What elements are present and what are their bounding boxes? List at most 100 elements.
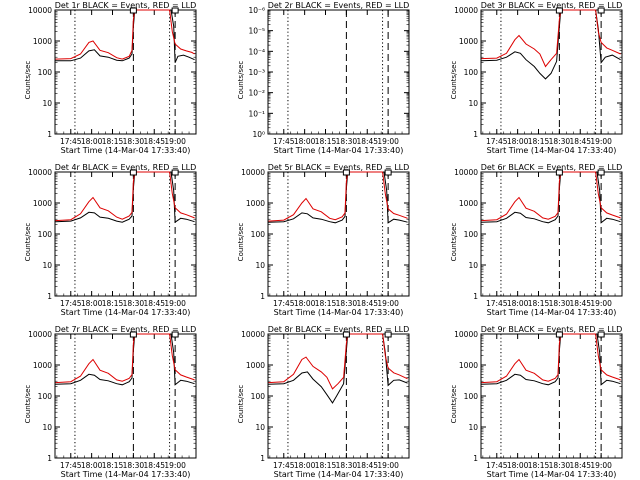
- panel-title: Det 4r BLACK = Events, RED = LLD: [55, 163, 197, 172]
- x-tick-label: 18:00: [294, 461, 316, 470]
- series-line-events: [481, 9, 621, 80]
- x-tick-label: 18:00: [81, 299, 103, 308]
- x-tick-label: 18:00: [507, 299, 529, 308]
- y-tick-label: 1000: [459, 199, 478, 208]
- y-tick-label: 10000: [454, 168, 478, 177]
- y-tick-label: 10000: [28, 330, 52, 339]
- saturation-marker: [342, 169, 350, 176]
- y-tick-label: 1000: [459, 361, 478, 370]
- y-tick-label: 10: [42, 99, 52, 108]
- x-tick-label: 17:45: [486, 137, 508, 146]
- saturation-marker: [129, 331, 137, 338]
- x-tick-label: 19:00: [164, 299, 186, 308]
- saturation-marker: [171, 169, 179, 176]
- x-axis-label: Start Time (14-Mar-04 17:33:40): [61, 146, 191, 155]
- x-tick-label: 17:45: [273, 137, 295, 146]
- y-tick-label: 10⁻²: [248, 89, 265, 98]
- x-tick-label: 18:45: [569, 461, 591, 470]
- x-tick-label: 18:45: [569, 137, 591, 146]
- x-tick-label: 18:15: [528, 461, 550, 470]
- x-axis-label: Start Time (14-Mar-04 17:33:40): [274, 308, 404, 317]
- x-axis-label: Start Time (14-Mar-04 17:33:40): [274, 146, 404, 155]
- y-tick-label: 10⁰: [252, 130, 265, 139]
- x-tick-label: 18:45: [356, 461, 378, 470]
- panel-title: Det 2r BLACK = Events, RED = LLD: [268, 1, 410, 10]
- saturation-marker: [129, 7, 137, 14]
- y-tick-label: 1000: [33, 199, 52, 208]
- panel-det-3: Det 3r BLACK = Events, RED = LLD 1 10 100 10…: [450, 1, 623, 155]
- x-tick-label: 18:15: [102, 299, 124, 308]
- saturation-marker: [597, 7, 605, 14]
- x-tick-label: 19:00: [164, 461, 186, 470]
- x-tick-label: 18:15: [315, 137, 337, 146]
- y-tick-label: 1000: [246, 361, 265, 370]
- y-tick-label: 1: [260, 454, 265, 463]
- y-tick-label: 10000: [454, 330, 478, 339]
- x-tick-label: 18:00: [294, 299, 316, 308]
- y-tick-label: 100: [251, 230, 266, 239]
- y-tick-label: 10⁻⁵: [248, 27, 265, 36]
- y-tick-label: 10: [255, 423, 265, 432]
- x-tick-label: 17:45: [486, 461, 508, 470]
- x-tick-label: 18:00: [507, 137, 529, 146]
- x-tick-label: 18:15: [528, 299, 550, 308]
- x-tick-label: 18:00: [81, 461, 103, 470]
- x-axis-label: Start Time (14-Mar-04 17:33:40): [487, 308, 617, 317]
- x-tick-label: 18:45: [143, 461, 165, 470]
- y-tick-label: 10: [255, 261, 265, 270]
- panel-title: Det 9r BLACK = Events, RED = LLD: [481, 325, 623, 334]
- x-tick-label: 17:45: [60, 299, 82, 308]
- x-tick-label: 17:45: [60, 461, 82, 470]
- x-tick-label: 19:00: [164, 137, 186, 146]
- saturation-marker: [171, 7, 179, 14]
- x-tick-label: 18:45: [569, 299, 591, 308]
- saturation-marker: [555, 331, 563, 338]
- x-tick-label: 17:45: [60, 137, 82, 146]
- x-tick-label: 17:45: [273, 299, 295, 308]
- y-tick-label: 10000: [28, 6, 52, 15]
- series-line-lld: [481, 9, 621, 68]
- x-tick-label: 18:30: [336, 461, 358, 470]
- series-group: [55, 9, 195, 63]
- saturation-marker: [597, 169, 605, 176]
- panel-det-7: Det 7r BLACK = Events, RED = LLD 1 10 100 10…: [24, 325, 197, 479]
- x-tick-label: 18:30: [123, 461, 145, 470]
- x-tick-label: 18:15: [102, 461, 124, 470]
- x-tick-label: 18:15: [315, 299, 337, 308]
- series-group: [55, 333, 195, 386]
- series-line-lld: [268, 171, 408, 222]
- x-tick-label: 19:00: [377, 299, 399, 308]
- panel-title: Det 8r BLACK = Events, RED = LLD: [268, 325, 410, 334]
- y-tick-label: 1: [47, 130, 52, 139]
- y-tick-label: 1: [260, 292, 265, 301]
- panel-det-6: Det 6r BLACK = Events, RED = LLD 1 10 100 10…: [450, 163, 623, 317]
- y-tick-label: 10⁻³: [248, 68, 265, 77]
- x-tick-label: 18:15: [528, 137, 550, 146]
- saturation-marker: [129, 169, 137, 176]
- y-axis-label: Counts/sec: [24, 385, 32, 424]
- y-axis-label: Counts/sec: [450, 223, 458, 262]
- y-tick-label: 1000: [246, 199, 265, 208]
- y-tick-label: 10000: [28, 168, 52, 177]
- series-line-events: [268, 171, 408, 224]
- saturation-marker: [384, 331, 392, 338]
- series-line-events: [55, 333, 195, 386]
- x-tick-label: 18:30: [549, 461, 571, 470]
- panel-title: Det 6r BLACK = Events, RED = LLD: [481, 163, 623, 172]
- saturation-marker: [384, 169, 392, 176]
- x-tick-label: 18:00: [294, 137, 316, 146]
- x-tick-label: 17:45: [273, 461, 295, 470]
- y-tick-label: 10000: [241, 330, 265, 339]
- x-tick-label: 19:00: [377, 461, 399, 470]
- x-tick-label: 18:45: [143, 299, 165, 308]
- y-tick-label: 1: [473, 130, 478, 139]
- x-tick-label: 19:00: [377, 137, 399, 146]
- panel-title: Det 7r BLACK = Events, RED = LLD: [55, 325, 197, 334]
- y-axis-label: Counts/sec: [450, 385, 458, 424]
- y-tick-label: 10⁻⁶: [248, 6, 265, 15]
- x-axis-label: Start Time (14-Mar-04 17:33:40): [274, 470, 404, 479]
- y-tick-label: 100: [464, 230, 479, 239]
- series-group: [268, 333, 408, 404]
- panel-det-5: Det 5r BLACK = Events, RED = LLD 1 10 100 10…: [237, 163, 410, 317]
